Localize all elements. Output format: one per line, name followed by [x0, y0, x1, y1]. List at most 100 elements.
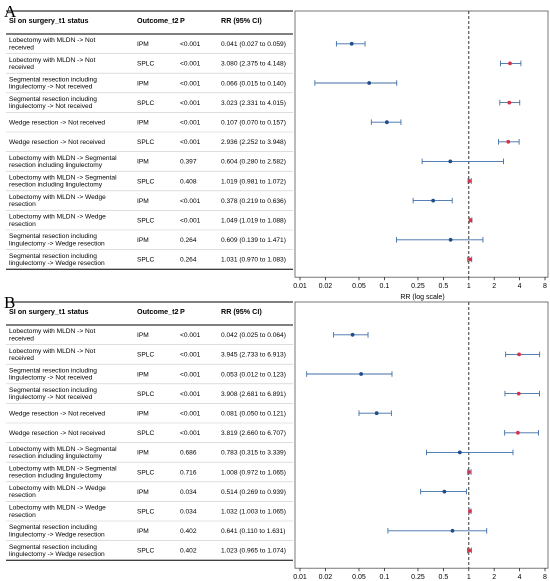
x-tick-label: 8 — [543, 283, 547, 290]
outcome-label: SPLC — [137, 430, 154, 437]
outcome-label: SPLC — [137, 548, 154, 555]
p-value: 0.402 — [180, 528, 197, 535]
rr-ci-text: 0.378 (0.219 to 0.636) — [221, 198, 286, 205]
x-tick-label: 2 — [492, 283, 496, 290]
x-tick-label: 0.05 — [352, 574, 366, 581]
comparison-label: lingulectomy -> Not received — [9, 394, 93, 401]
p-value: 0.408 — [180, 178, 197, 185]
comparison-label: resection — [9, 201, 36, 208]
point-estimate — [350, 332, 355, 337]
x-tick-label: 0.02 — [319, 283, 333, 290]
p-value: 0.686 — [180, 450, 197, 457]
outcome-label: SPLC — [137, 61, 154, 68]
comparison-label: Segmental resection including — [9, 387, 97, 394]
p-value: 0.716 — [180, 469, 197, 476]
outcome-label: SPLC — [137, 509, 154, 516]
comparison-label: lingulectomy -> Wedge resection — [9, 531, 105, 538]
header-comparison: SI on surgery_t1 status — [9, 16, 89, 25]
p-value: 0.034 — [180, 509, 197, 516]
comparison-label: Lobectomy with MLDN -> Wedge — [9, 485, 106, 492]
outcome-label: IPM — [137, 332, 149, 339]
rr-ci-text: 0.514 (0.269 to 0.939) — [221, 489, 286, 496]
comparison-label: Segmental resection including — [9, 544, 97, 551]
outcome-label: IPM — [137, 528, 149, 535]
comparison-label: Segmental resection including — [9, 96, 97, 103]
comparison-label: lingulectomy -> Wedge resection — [9, 240, 105, 247]
outcome-label: SPLC — [137, 218, 154, 225]
rr-ci-text: 1.049 (1.019 to 1.088) — [221, 218, 286, 225]
plot-frame — [294, 301, 549, 569]
rr-ci-text: 0.041 (0.027 to 0.059) — [221, 41, 286, 48]
rr-ci-text: 0.604 (0.280 to 2.582) — [221, 159, 286, 166]
point-estimate — [374, 411, 379, 416]
outcome-label: SPLC — [137, 257, 154, 264]
p-value: <0.001 — [180, 411, 201, 418]
x-tick-label: 4 — [518, 574, 522, 581]
comparison-label: Lobectomy with MLDN -> Segmental — [9, 174, 117, 181]
outcome-label: SPLC — [137, 469, 154, 476]
comparison-label: Wedge resection -> Not received — [9, 411, 105, 418]
x-tick-label: 2 — [492, 574, 496, 581]
point-estimate — [457, 450, 462, 455]
header-outcome: Outcome_t2 — [137, 16, 179, 25]
comparison-label: Lobectomy with MLDN -> Wedge — [9, 214, 106, 221]
header-p: P — [180, 307, 185, 316]
outcome-label: IPM — [137, 198, 149, 205]
x-tick-label: 0.05 — [352, 283, 366, 290]
x-tick-label: 4 — [518, 283, 522, 290]
comparison-label: Segmental resection including — [9, 367, 97, 374]
comparison-label: Segmental resection including — [9, 253, 97, 260]
point-estimate — [359, 372, 364, 376]
plot-frame — [294, 10, 549, 278]
x-tick-label: 0.01 — [293, 283, 307, 290]
point-estimate — [448, 237, 453, 242]
outcome-label: IPM — [137, 371, 149, 378]
x-axis-label: RR (log scale) — [400, 294, 444, 301]
p-value: 0.402 — [180, 548, 197, 555]
comparison-label: Wedge resection -> Not received — [9, 139, 105, 146]
p-value: <0.001 — [180, 100, 201, 107]
p-value: <0.001 — [180, 41, 201, 48]
rr-ci-text: 0.641 (0.110 to 1.631) — [221, 528, 285, 535]
rr-ci-text: 3.908 (2.681 to 6.891) — [221, 391, 286, 398]
p-value: 0.034 — [180, 489, 197, 496]
header-rr: RR (95% CI) — [221, 307, 262, 316]
point-estimate — [468, 509, 472, 514]
comparison-label: Segmental resection including — [9, 76, 97, 83]
point-estimate — [468, 218, 473, 223]
header-rr: RR (95% CI) — [221, 16, 262, 25]
p-value: <0.001 — [180, 391, 201, 398]
rr-ci-text: 0.081 (0.050 to 0.121) — [221, 411, 286, 418]
outcome-label: IPM — [137, 80, 149, 87]
header-comparison: SI on surgery_t1 status — [9, 307, 89, 316]
comparison-label: resection including lingulectomy — [9, 473, 103, 480]
rr-ci-text: 2.936 (2.252 to 3.948) — [221, 139, 286, 146]
point-estimate — [508, 61, 512, 66]
outcome-label: SPLC — [137, 178, 154, 185]
rr-ci-text: 1.032 (1.003 to 1.065) — [221, 509, 286, 516]
x-tick-label: 8 — [543, 574, 547, 581]
header-outcome: Outcome_t2 — [137, 307, 179, 316]
point-estimate — [515, 430, 520, 435]
x-tick-label: 0.25 — [411, 283, 425, 290]
point-estimate — [384, 120, 389, 125]
x-tick-label: 1 — [467, 574, 471, 581]
comparison-label: received — [9, 335, 34, 342]
comparison-label: lingulectomy -> Wedge resection — [9, 551, 105, 558]
point-estimate — [507, 100, 512, 105]
outcome-label: IPM — [137, 41, 149, 48]
comparison-label: resection including lingulectomy — [9, 453, 103, 460]
point-estimate — [467, 179, 472, 183]
outcome-label: SPLC — [137, 391, 154, 398]
point-estimate — [468, 257, 472, 262]
comparison-label: lingulectomy -> Not received — [9, 375, 93, 382]
p-value: 0.264 — [180, 237, 197, 244]
comparison-label: Lobectomy with MLDN -> Wedge — [9, 194, 106, 201]
rr-ci-text: 0.107 (0.070 to 0.157) — [221, 120, 286, 127]
p-value: 0.397 — [180, 159, 197, 166]
comparison-label: resection — [9, 492, 36, 499]
comparison-label: received — [9, 64, 34, 71]
rr-ci-text: 0.053 (0.012 to 0.123) — [221, 371, 286, 378]
p-value: <0.001 — [180, 120, 201, 127]
